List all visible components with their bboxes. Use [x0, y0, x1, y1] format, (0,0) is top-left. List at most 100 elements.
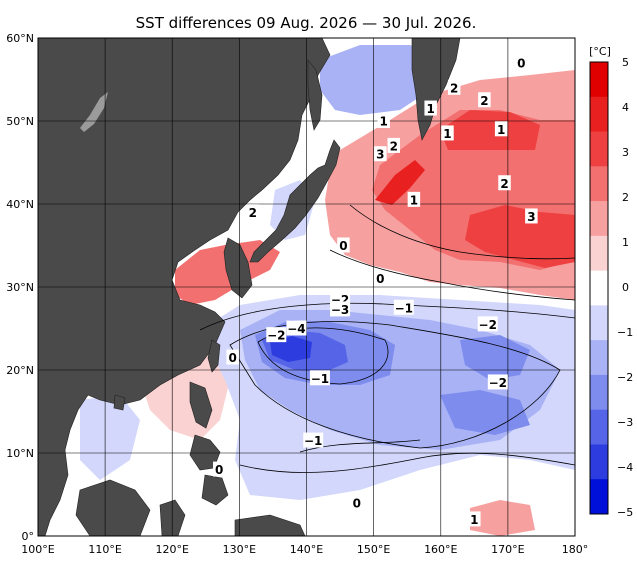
contour-label-background	[447, 79, 461, 95]
contour-minus-one-tropics	[299, 439, 421, 453]
warm-anomaly-max-kamchatka	[440, 110, 540, 150]
contour-label-background	[477, 316, 498, 332]
graticule	[38, 38, 575, 536]
colorbar-tick-label: −1	[617, 326, 633, 339]
lon-tick-label: 100°E	[21, 543, 54, 556]
lon-tick-label: 110°E	[88, 543, 121, 556]
contour-label: −4	[287, 322, 305, 336]
lat-tick-label: 0°	[22, 530, 35, 543]
colorbar-swatch	[590, 305, 608, 341]
contour-label-background	[494, 121, 508, 137]
cool-anomaly-okhotsk	[320, 45, 440, 115]
contour-label: 1	[380, 115, 388, 129]
borneo-island	[75, 479, 151, 536]
contour-label: 3	[527, 210, 535, 224]
asia-mainland	[38, 38, 331, 536]
colorbar-tick-label: −3	[617, 416, 633, 429]
lon-tick-label: 170°E	[491, 543, 524, 556]
colorbar-swatch	[590, 409, 608, 445]
korean-peninsula	[223, 237, 253, 299]
map-frame	[37, 37, 576, 537]
contour-label-background	[309, 370, 330, 386]
contour-label: 2	[500, 177, 508, 191]
contour-label: −1	[311, 372, 329, 386]
latitude-axis: 60°N 50°N 40°N 30°N 20°N 10°N 0°	[6, 32, 34, 543]
colorbar-unit: [°C]	[589, 45, 611, 58]
contour-label: −2	[489, 376, 507, 390]
luzon-island	[189, 381, 213, 429]
colorbar-tick-label: 4	[622, 101, 629, 114]
lat-tick-label: 30°N	[6, 281, 34, 294]
lon-tick-label: 130°E	[223, 543, 256, 556]
mindanao-island	[201, 474, 229, 506]
lake-baikal	[80, 92, 108, 132]
contour-label: −2	[479, 318, 497, 332]
cool-anomaly-southeast-strong	[440, 390, 530, 435]
contour-label-background	[374, 146, 387, 162]
longitude-axis: 100°E 110°E 120°E 130°E 140°E 150°E 160°…	[21, 543, 588, 556]
cool-anomaly-east-strong	[460, 335, 530, 380]
contour-label-background	[377, 113, 390, 128]
contour-label: 0	[353, 496, 361, 510]
colorbar-swatch	[590, 270, 608, 306]
lon-tick-label: 120°E	[155, 543, 188, 556]
contour-label-background	[525, 208, 538, 224]
contour-label-background	[515, 54, 528, 70]
contour-label: 0	[376, 272, 384, 286]
lon-tick-label: 160°E	[424, 543, 457, 556]
lat-tick-label: 50°N	[6, 115, 34, 128]
contour-label: −1	[304, 434, 322, 448]
contour-label-background	[468, 511, 481, 527]
contour-label: 3	[376, 148, 384, 162]
cool-anomaly-max	[270, 336, 312, 362]
colorbar-swatch	[590, 444, 608, 480]
contour-label-background	[387, 137, 401, 153]
colorbar-tick-label: −4	[617, 461, 633, 474]
contour-label: 1	[470, 513, 478, 527]
kamchatka-peninsula	[411, 38, 461, 141]
contour-label: 2	[450, 81, 458, 95]
contour-label-background	[303, 432, 324, 448]
cool-anomaly-tropics-west	[80, 395, 140, 480]
colorbar-swatch	[590, 62, 608, 98]
contour-zero-north	[329, 249, 575, 301]
map-title: SST differences 09 Aug. 2026 — 30 Jul. 2…	[136, 14, 477, 32]
contour-label-background	[337, 237, 350, 253]
lat-tick-label: 10°N	[6, 447, 34, 460]
contour-label-background	[498, 175, 511, 191]
contour-label: −1	[395, 301, 413, 315]
contour-label-background	[374, 270, 387, 286]
contour-label-background	[246, 204, 260, 220]
contour-label-background	[487, 374, 508, 390]
colorbar-swatch	[590, 96, 608, 133]
colorbar-swatch	[590, 131, 608, 167]
colorbar-tick-label: 0	[622, 281, 629, 294]
warm-anomaly-max-kuril	[375, 160, 425, 205]
colorbar-tick-label: −2	[617, 371, 633, 384]
colorbar-frame	[589, 61, 609, 515]
colorbar-tick-label: 5	[622, 56, 629, 69]
contour-label-background	[393, 299, 414, 315]
contour-label: 0	[517, 56, 525, 70]
contour-label: 0	[215, 463, 223, 477]
contour-label-background	[212, 461, 226, 477]
contour-label: 0	[339, 239, 347, 253]
contour-label-background	[226, 349, 239, 365]
contour-label-background	[407, 191, 421, 207]
warm-anomaly-max-north	[465, 205, 575, 268]
taiwan-island	[207, 339, 221, 373]
colorbar-swatch	[590, 201, 608, 237]
colorbar-tick-label: 3	[622, 146, 629, 159]
colorbar-ticks: 5 4 3 2 1 0 −1 −2 −3 −4 −5	[617, 56, 633, 519]
colorbar-swatch	[590, 479, 608, 515]
lon-tick-label: 140°E	[290, 543, 323, 556]
contour-label-background	[350, 494, 364, 510]
contour-label: 1	[427, 102, 435, 116]
colorbar-tick-label: 1	[622, 236, 629, 249]
contour-label-background	[286, 320, 307, 336]
contour-label: 0	[228, 351, 236, 365]
colorbar-tick-label: −5	[617, 506, 633, 519]
